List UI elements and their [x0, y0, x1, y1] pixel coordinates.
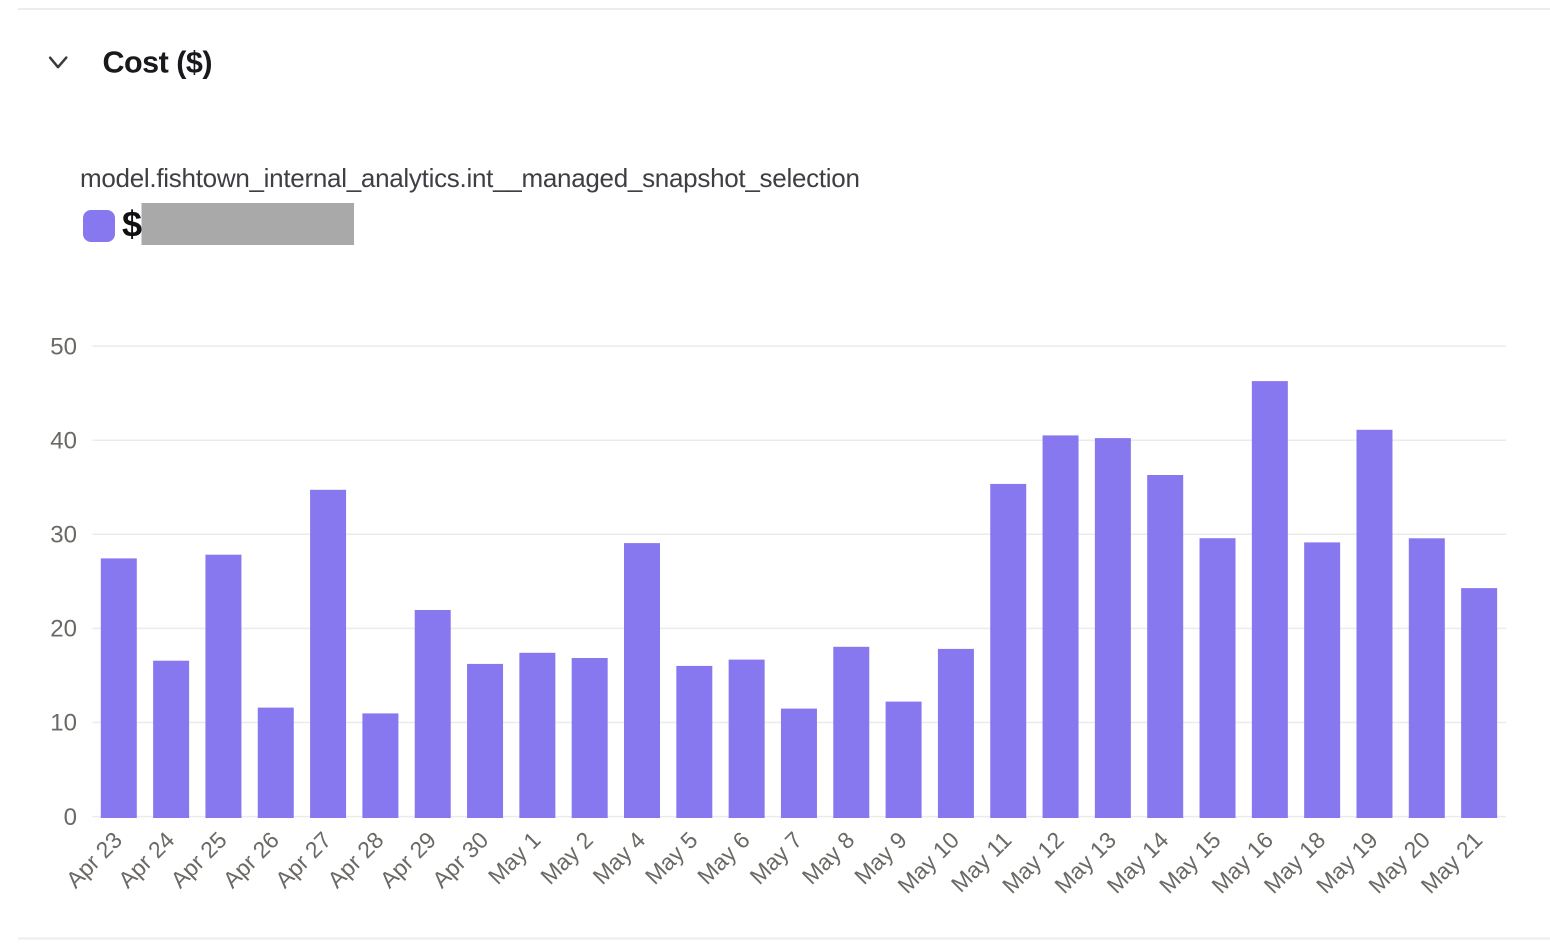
svg-text:10: 10	[50, 710, 77, 737]
svg-text:30: 30	[50, 522, 77, 549]
svg-text:40: 40	[50, 427, 77, 454]
svg-text:50: 50	[50, 333, 77, 360]
svg-text:0: 0	[64, 804, 77, 831]
svg-text:$: $	[122, 204, 142, 245]
svg-text:Cost ($): Cost ($)	[103, 46, 213, 80]
svg-text:model.fishtown_internal_analyt: model.fishtown_internal_analytics.int__m…	[80, 163, 860, 193]
svg-text:20: 20	[50, 616, 77, 643]
